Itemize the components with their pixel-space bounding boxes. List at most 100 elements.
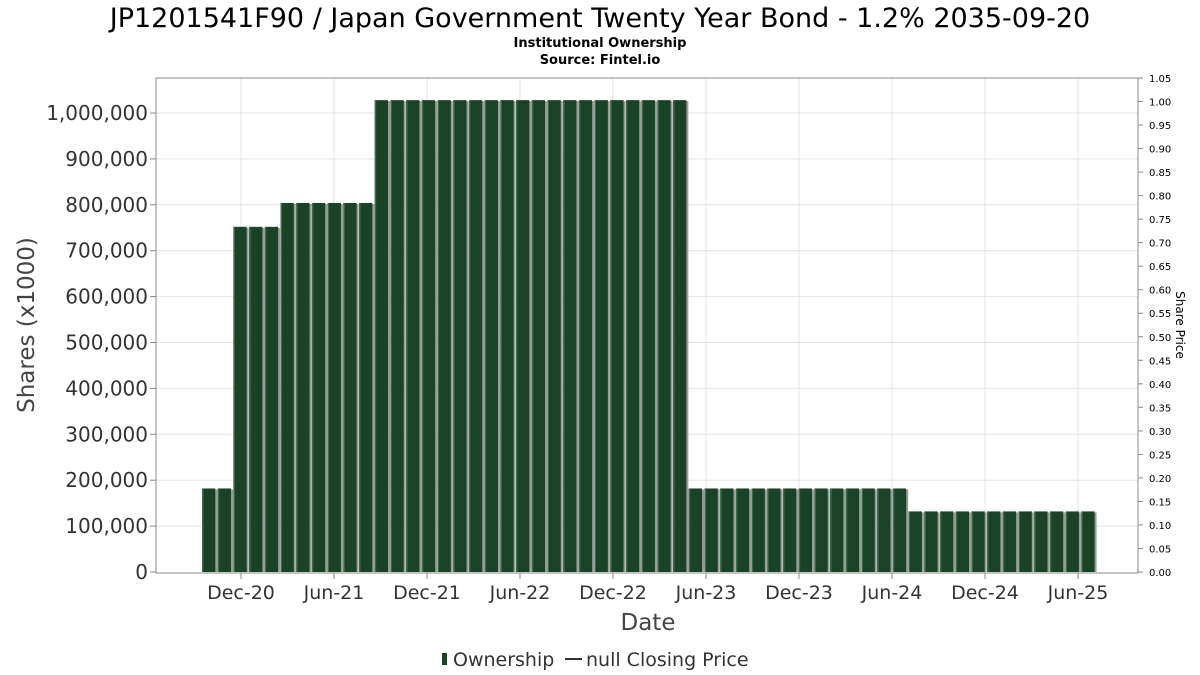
ownership-bar [641,100,655,572]
ownership-bar [1002,511,1017,572]
ownership-bar [657,100,671,572]
bar-highlight [814,488,816,572]
bar-highlight [406,100,408,572]
y-tick-label: 600,000 [65,285,148,309]
ownership-bar [547,100,561,572]
x-tick-label: Dec-24 [951,582,1019,604]
y-tick-label: 700,000 [65,239,148,263]
ownership-bar [845,488,860,572]
y2-axis-label: Share Price [1173,291,1187,359]
bar-highlight [1018,511,1020,572]
bar-highlight [296,202,298,573]
bar-highlight [202,488,204,572]
y2-tick-label: 0.00 [1149,568,1171,579]
bar-highlight [1081,511,1083,572]
ownership-bar [437,100,451,572]
y-tick-label: 100,000 [65,514,148,538]
bar-highlight [280,202,283,573]
y2-tick-label: 0.50 [1149,333,1171,344]
y2-tick-label: 1.00 [1149,98,1171,109]
y2-tick-label: 0.55 [1149,309,1171,320]
y2-tick-label: 0.10 [1149,521,1171,532]
y2-tick-label: 0.90 [1149,145,1171,156]
bar-highlight [610,100,612,572]
ownership-bar [673,100,687,572]
bar-highlight [877,488,879,572]
x-axis-ticks: Dec-20 Jun-21 Dec-21 Jun-22 Dec-22 Jun-23 Dec-… [207,573,1108,604]
bar-highlight [453,100,455,572]
y-tick-label: 900,000 [65,147,148,171]
ownership-bar [217,488,232,572]
ownership-bar [1049,511,1064,572]
bar-highlight [1002,511,1005,572]
chart-title: JP1201541F90 / Japan Government Twenty Y… [108,3,1091,34]
ownership-bar [500,100,514,572]
ownership-bar [1018,511,1032,572]
bar-highlight [720,488,722,572]
y2-tick-label: 0.40 [1149,380,1171,391]
bar-highlight [971,511,973,572]
ownership-bar [735,488,750,572]
ownership-bar [1034,511,1048,572]
x-tick-label: Jun-22 [489,582,551,604]
x-tick-label: Jun-21 [303,582,365,604]
y2-tick-label: 0.75 [1149,215,1171,226]
ownership-bar [939,511,954,572]
ownership-bar [1081,511,1095,572]
bar-highlight [924,511,926,572]
bar-highlight [390,100,392,572]
bar-highlight [327,202,330,573]
bar-highlight [939,511,942,572]
ownership-bar [861,488,875,572]
ownership-bar [233,226,247,572]
y2-tick-label: 0.80 [1149,192,1171,203]
ownership-bar [877,488,891,572]
bar-highlight [955,511,958,572]
ownership-bar [782,488,797,572]
bar-highlight [673,100,675,572]
bar-highlight [798,488,801,572]
bar-highlight [657,100,659,572]
bar-highlight [500,100,502,572]
bar-highlight [531,100,534,572]
y-tick-label: 400,000 [65,376,148,400]
bar-highlight [704,488,706,572]
y2-tick-label: 0.45 [1149,356,1171,367]
bar-highlight [468,100,471,572]
plot-frame [155,77,1139,574]
ownership-bar [264,226,279,572]
bar-highlight [987,511,989,572]
ownership-bar [311,202,326,573]
ownership-bar [374,100,389,572]
ownership-bar [767,488,781,572]
y-tick-label: 300,000 [65,422,148,446]
bar-highlight [547,100,549,572]
legend: Ownership null Closing Price [442,649,749,671]
ownership-bars [202,100,1097,573]
bar-highlight [782,488,785,572]
ownership-bar [955,511,969,572]
ownership-bar [924,511,938,572]
y-tick-label: 500,000 [65,331,148,355]
bar-highlight [264,226,267,572]
bar-highlight [343,202,345,573]
ownership-bar [798,488,812,572]
x-tick-label: Dec-20 [207,582,275,604]
ownership-bar [814,488,828,572]
y2-tick-label: 0.85 [1149,168,1171,179]
legend-ownership-swatch [442,653,447,665]
chart-subtitle: Institutional Ownership [514,36,687,51]
bar-highlight [516,100,518,572]
ownership-bar [578,100,593,572]
y2-tick-label: 0.95 [1149,121,1171,132]
ownership-bar [343,202,357,573]
x-tick-label: Jun-24 [861,582,923,604]
x-tick-label: Dec-22 [579,582,647,604]
y-tick-label: 200,000 [65,468,148,492]
legend-ownership-label: Ownership [453,649,554,671]
ownership-bar [892,488,907,572]
ownership-bar [202,488,216,572]
y-axis-label: Shares (x1000) [14,237,40,413]
x-tick-label: Dec-21 [393,582,461,604]
bar-highlight [908,511,911,572]
